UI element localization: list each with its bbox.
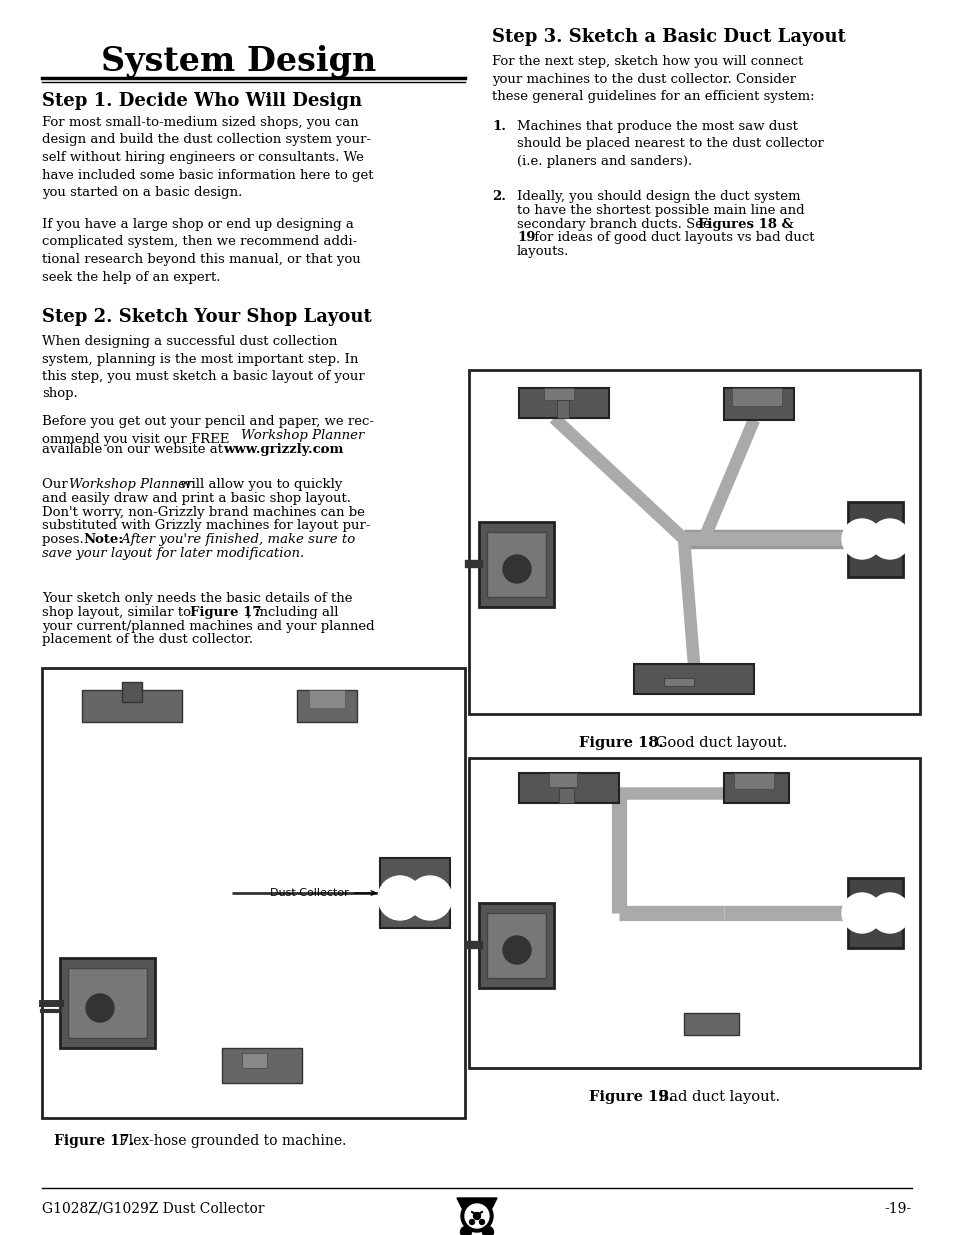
Text: Figure 17: Figure 17	[190, 606, 261, 619]
Text: When designing a successful dust collection
system, planning is the most importa: When designing a successful dust collect…	[42, 335, 364, 400]
Bar	[242, 1053, 267, 1068]
Text: 1.: 1.	[492, 120, 505, 133]
Bar	[486, 532, 545, 597]
Text: Our: Our	[42, 478, 71, 492]
Text: Don't worry, non-Grizzly brand machines can be: Don't worry, non-Grizzly brand machines …	[42, 505, 364, 519]
Text: layouts.: layouts.	[517, 245, 569, 258]
Bar	[122, 682, 142, 701]
Text: substituted with Grizzly machines for layout pur-: substituted with Grizzly machines for la…	[42, 520, 370, 532]
Circle shape	[377, 876, 421, 920]
Circle shape	[869, 519, 909, 559]
Text: Dust Collector: Dust Collector	[270, 888, 375, 898]
Text: Step 2. Sketch Your Shop Layout: Step 2. Sketch Your Shop Layout	[42, 308, 372, 326]
Text: placement of the dust collector.: placement of the dust collector.	[42, 634, 253, 646]
Text: After you're finished, make sure to: After you're finished, make sure to	[117, 534, 355, 546]
Bar	[309, 690, 345, 708]
Text: for ideas of good duct layouts vs bad duct: for ideas of good duct layouts vs bad du…	[530, 231, 814, 245]
Text: Figure 18.: Figure 18.	[578, 736, 662, 750]
Text: 19: 19	[517, 231, 535, 245]
Bar	[733, 773, 773, 789]
Bar	[469, 370, 919, 714]
Bar	[723, 773, 788, 803]
Text: Before you get out your pencil and paper, we rec-
ommend you visit our FREE: Before you get out your pencil and paper…	[42, 415, 374, 446]
Circle shape	[460, 1226, 471, 1235]
Text: For the next step, sketch how you will connect
your machines to the dust collect: For the next step, sketch how you will c…	[492, 56, 814, 103]
Circle shape	[482, 1226, 493, 1235]
Bar	[296, 690, 356, 722]
Text: For most small-to-medium sized shops, you can
design and build the dust collecti: For most small-to-medium sized shops, yo…	[42, 116, 374, 199]
Text: Step 3. Sketch a Basic Duct Layout: Step 3. Sketch a Basic Duct Layout	[492, 28, 845, 46]
Circle shape	[479, 1219, 484, 1224]
Text: and easily draw and print a basic shop layout.: and easily draw and print a basic shop l…	[42, 492, 351, 505]
Bar	[683, 1013, 739, 1035]
Circle shape	[469, 1219, 474, 1224]
Bar	[847, 501, 902, 577]
Circle shape	[408, 876, 452, 920]
Bar	[548, 773, 577, 787]
Bar	[379, 858, 450, 927]
Circle shape	[460, 1200, 493, 1233]
Text: secondary branch ducts. See: secondary branch ducts. See	[517, 217, 714, 231]
Bar	[68, 968, 147, 1037]
Bar	[82, 690, 182, 722]
Bar	[486, 913, 545, 978]
Text: will allow you to quickly: will allow you to quickly	[175, 478, 342, 492]
Circle shape	[869, 893, 909, 932]
Text: Figures 18 &: Figures 18 &	[698, 217, 793, 231]
Bar	[60, 958, 154, 1049]
Text: Bad duct layout.: Bad duct layout.	[654, 1091, 780, 1104]
Text: save your layout for later modification.: save your layout for later modification.	[42, 547, 304, 559]
Text: , including all: , including all	[247, 606, 338, 619]
Text: your current/planned machines and your planned: your current/planned machines and your p…	[42, 620, 375, 632]
Text: Good duct layout.: Good duct layout.	[650, 736, 786, 750]
Circle shape	[464, 1204, 489, 1228]
Text: available on our website at: available on our website at	[42, 442, 227, 456]
Text: If you have a large shop or end up designing a
complicated system, then we recom: If you have a large shop or end up desig…	[42, 219, 360, 284]
Bar	[634, 664, 753, 694]
Bar	[723, 388, 793, 420]
Text: Step 1. Decide Who Will Design: Step 1. Decide Who Will Design	[42, 91, 362, 110]
Bar	[222, 1049, 302, 1083]
Bar	[42, 668, 464, 1118]
Bar	[557, 400, 568, 417]
Text: Flex-hose grounded to machine.: Flex-hose grounded to machine.	[119, 1134, 346, 1149]
Bar	[847, 878, 902, 948]
Text: Workshop Planner: Workshop Planner	[69, 478, 193, 492]
Circle shape	[86, 994, 113, 1023]
Text: -19-: -19-	[884, 1202, 911, 1216]
Circle shape	[473, 1213, 480, 1219]
Bar	[663, 678, 693, 685]
Bar	[469, 758, 919, 1068]
Circle shape	[841, 519, 882, 559]
Polygon shape	[456, 1198, 497, 1208]
Bar	[518, 773, 618, 803]
Bar	[478, 522, 554, 606]
Bar	[543, 388, 574, 400]
Bar	[558, 788, 574, 803]
Bar	[731, 388, 781, 406]
Text: Figure 19.: Figure 19.	[588, 1091, 673, 1104]
Text: 2.: 2.	[492, 190, 505, 203]
Circle shape	[502, 555, 531, 583]
Text: System Design: System Design	[101, 44, 375, 78]
Text: shop layout, similar to: shop layout, similar to	[42, 606, 195, 619]
Circle shape	[502, 936, 531, 965]
Text: poses.: poses.	[42, 534, 88, 546]
Text: .: .	[319, 442, 324, 456]
Text: G1028Z/G1029Z Dust Collector: G1028Z/G1029Z Dust Collector	[42, 1202, 264, 1216]
Circle shape	[841, 893, 882, 932]
Text: Note:: Note:	[83, 534, 123, 546]
Text: Ideally, you should design the duct system: Ideally, you should design the duct syst…	[517, 190, 800, 203]
Text: Workshop Planner: Workshop Planner	[241, 429, 364, 442]
Text: Your sketch only needs the basic details of the: Your sketch only needs the basic details…	[42, 592, 352, 605]
Text: to have the shortest possible main line and: to have the shortest possible main line …	[517, 204, 803, 217]
Bar	[478, 903, 554, 988]
Text: www.grizzly.com: www.grizzly.com	[223, 442, 343, 456]
Text: Machines that produce the most saw dust
should be placed nearest to the dust col: Machines that produce the most saw dust …	[517, 120, 823, 168]
Text: Figure 17.: Figure 17.	[54, 1134, 139, 1149]
Bar	[518, 388, 608, 417]
